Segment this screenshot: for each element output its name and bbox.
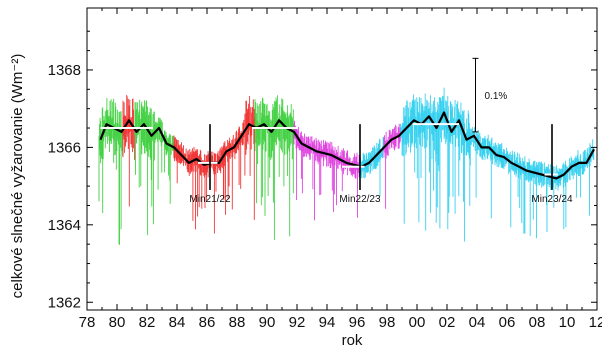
smoothed-series — [99, 111, 595, 180]
smoothed-line — [99, 111, 595, 180]
x-tick-label: 84 — [169, 314, 186, 331]
x-tick-label: 04 — [469, 314, 486, 331]
x-tick-label: 98 — [379, 314, 396, 331]
x-tick-label: 02 — [439, 314, 456, 331]
x-tick-label: 96 — [349, 314, 366, 331]
minimum-marker-label: Min23/24 — [531, 194, 573, 205]
x-tick-label: 08 — [529, 314, 546, 331]
minimum-marker-label: Min22/23 — [339, 194, 381, 205]
minima-markers: Min21/22 Min22/23 Min23/24 — [189, 124, 573, 205]
x-tick-label: 88 — [229, 314, 246, 331]
x-tick-label: 00 — [409, 314, 426, 331]
y-tick-label: 1364 — [48, 217, 81, 234]
x-tick-label: 82 — [139, 314, 156, 331]
x-tick-label: 78 — [79, 314, 96, 331]
axes: 78 80 82 84 86 88 90 92 94 96 98 00 02 04 06 08 10 12 1362… — [48, 8, 602, 331]
x-tick-label: 90 — [259, 314, 276, 331]
scale-bar-label: 0.1% — [485, 91, 508, 102]
x-tick-label: 80 — [109, 314, 126, 331]
y-axis-title: celkové slnečné vyžarovanie (Wm⁻²) — [9, 54, 26, 299]
x-tick-label: 86 — [199, 314, 216, 331]
y-tick-label: 1362 — [48, 294, 81, 311]
x-axis-title: rok — [342, 332, 363, 347]
x-tick-label: 06 — [499, 314, 516, 331]
x-tick-label: 12 — [589, 314, 602, 331]
scale-bar: 0.1% — [472, 57, 508, 133]
x-tick-label: 92 — [289, 314, 306, 331]
x-tick-label: 94 — [319, 314, 336, 331]
x-tick-label: 10 — [559, 314, 576, 331]
minimum-marker-label: Min21/22 — [189, 194, 231, 205]
y-tick-label: 1368 — [48, 62, 81, 79]
y-tick-label: 1366 — [48, 139, 81, 156]
